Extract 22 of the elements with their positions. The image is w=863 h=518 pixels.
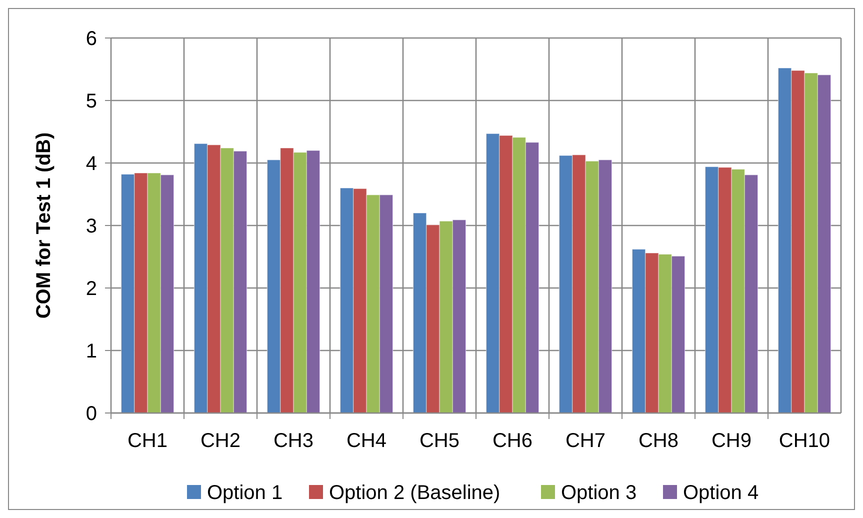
x-tick-label: CH4 (346, 430, 387, 452)
y-axis-title: COM for Test 1 (dB) (33, 132, 55, 319)
legend-label: Option 3 (561, 482, 637, 504)
legend-label: Option 4 (683, 482, 759, 504)
x-tick-label: CH10 (778, 430, 830, 452)
y-tick-label: 0 (86, 403, 97, 425)
x-tick-label: CH6 (492, 430, 533, 452)
y-tick-label: 5 (86, 90, 97, 112)
x-tick-label: CH9 (711, 430, 752, 452)
x-tick-label: CH3 (273, 430, 314, 452)
legend-label: Option 2 (Baseline) (329, 482, 500, 504)
y-tick-label: 4 (86, 153, 97, 175)
y-tick-label: 6 (86, 28, 97, 50)
x-tick-label: CH5 (419, 430, 460, 452)
x-tick-label: CH8 (638, 430, 679, 452)
legend-label: Option 1 (207, 482, 283, 504)
y-tick-label: 1 (86, 340, 97, 362)
y-tick-label: 3 (86, 216, 97, 238)
x-tick-label: CH7 (565, 430, 606, 452)
x-tick-label: CH1 (127, 430, 168, 452)
y-tick-label: 2 (86, 278, 97, 300)
x-tick-label: CH2 (200, 430, 241, 452)
